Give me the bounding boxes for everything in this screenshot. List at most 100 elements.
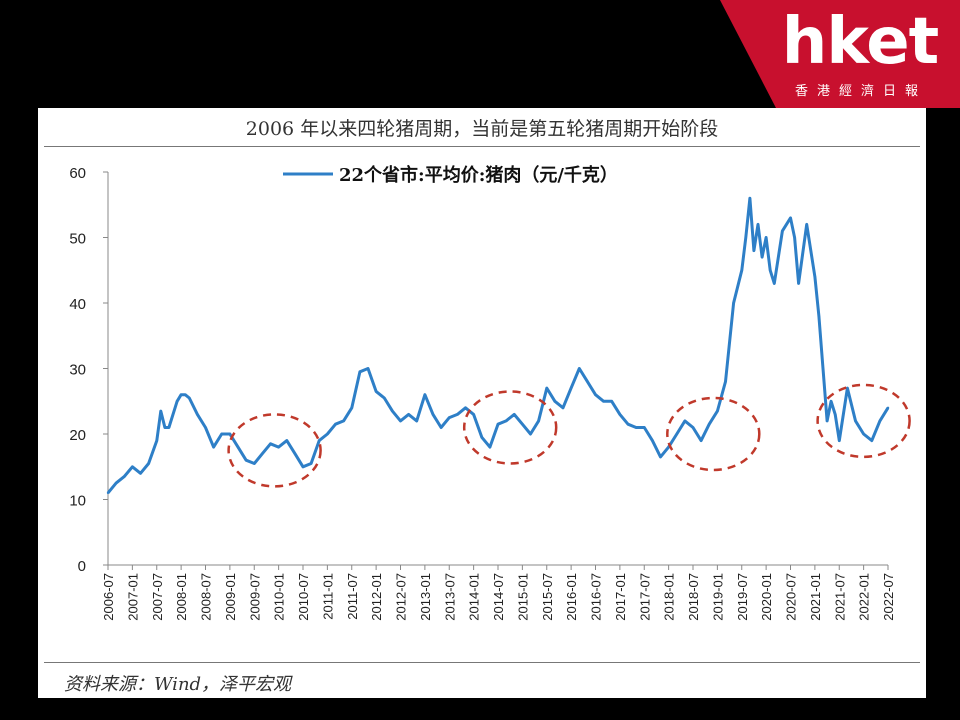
data-point [602, 400, 605, 403]
x-tick-label: 2019-01 [710, 573, 725, 621]
source-note: 资料来源：Wind，泽平宏观 [64, 674, 292, 695]
source-divider [44, 662, 920, 663]
x-tick-label: 2011-01 [320, 573, 335, 620]
data-point [415, 419, 418, 423]
data-point [748, 197, 752, 200]
x-tick-label: 2020-07 [784, 573, 799, 621]
legend-label: 22个省市:平均价:猪肉（元/千克） [339, 164, 618, 186]
data-point [578, 367, 581, 370]
data-point [825, 419, 829, 423]
data-point [374, 390, 378, 393]
x-tick-label: 2020-01 [759, 573, 774, 621]
data-point [350, 406, 353, 409]
data-point [334, 423, 337, 426]
x-tick-label: 2012-07 [394, 573, 409, 621]
data-point [236, 445, 240, 449]
x-tick-label: 2013-01 [418, 573, 433, 621]
data-point [496, 423, 500, 426]
x-tick-label: 2017-07 [637, 573, 652, 621]
data-point [764, 236, 768, 239]
data-point [196, 413, 199, 416]
data-point [212, 445, 215, 449]
cycle-ellipse [666, 396, 761, 472]
x-tick-label: 2016-07 [589, 573, 604, 621]
x-tick-label: 2022-01 [857, 573, 872, 621]
x-tick-label: 2007-07 [150, 573, 165, 621]
data-point [752, 249, 756, 252]
data-point [261, 452, 264, 455]
data-point [781, 229, 784, 233]
data-point [285, 439, 288, 442]
y-tick-label: 10 [69, 493, 86, 510]
brand-logo: hket [781, 5, 939, 79]
data-point [773, 282, 776, 285]
data-point [309, 462, 313, 465]
data-point [586, 380, 589, 383]
data-point [123, 475, 126, 478]
title-divider [44, 146, 920, 147]
data-point [159, 409, 162, 413]
data-point [760, 255, 764, 259]
x-tick-label: 2011-07 [345, 573, 360, 620]
data-point [139, 472, 142, 475]
data-point [358, 370, 362, 373]
data-point [529, 432, 532, 436]
data-point [521, 423, 524, 426]
data-point [744, 236, 747, 239]
data-point [651, 439, 654, 442]
data-point [756, 223, 760, 226]
x-tick-label: 2016-01 [564, 573, 579, 621]
data-point [488, 445, 492, 449]
data-point [769, 269, 772, 272]
x-tick-label: 2021-07 [832, 573, 847, 621]
data-point [838, 439, 841, 442]
cycle-ellipse [462, 390, 558, 465]
data-point [431, 413, 435, 416]
x-tick-label: 2010-07 [296, 573, 311, 621]
y-tick-label: 20 [69, 427, 86, 444]
data-point [561, 406, 565, 409]
data-point [513, 413, 516, 416]
data-point [293, 452, 297, 455]
y-tick-label: 60 [69, 165, 86, 182]
data-point [634, 426, 638, 429]
data-point [399, 419, 402, 423]
data-point [366, 367, 370, 370]
data-point [829, 400, 833, 403]
data-point [175, 400, 179, 403]
data-point [342, 419, 345, 423]
data-point [813, 275, 817, 278]
x-tick-label: 2018-01 [662, 573, 677, 621]
data-point [626, 423, 630, 426]
x-tick-label: 2008-07 [199, 573, 214, 621]
y-tick-label: 50 [69, 231, 86, 248]
x-tick-label: 2012-01 [369, 573, 384, 621]
data-point [318, 439, 321, 442]
data-point [301, 465, 305, 468]
data-point [793, 236, 796, 239]
data-point [789, 216, 792, 220]
data-point [805, 223, 808, 226]
data-point [643, 426, 646, 429]
data-point [131, 465, 134, 468]
data-point [504, 419, 508, 423]
brand-logo-subtitle: 香港經濟日報 [794, 84, 927, 99]
x-tick-label: 2007-01 [125, 573, 140, 621]
data-point [244, 459, 248, 462]
data-point [724, 380, 727, 383]
x-tick-label: 2014-07 [491, 573, 506, 621]
data-point [817, 314, 821, 318]
data-point [618, 413, 622, 416]
data-point [167, 426, 171, 429]
data-point [114, 481, 118, 485]
data-point [326, 432, 329, 436]
data-point [480, 436, 483, 439]
x-tick-label: 2021-01 [808, 573, 823, 621]
data-point [269, 442, 272, 445]
data-point [834, 413, 837, 416]
data-point [277, 445, 280, 449]
chart-title: 2006 年以来四轮猪周期，当前是第五轮猪周期开始阶段 [245, 118, 719, 140]
data-point [878, 419, 882, 423]
x-tick-label: 2014-01 [467, 573, 482, 621]
